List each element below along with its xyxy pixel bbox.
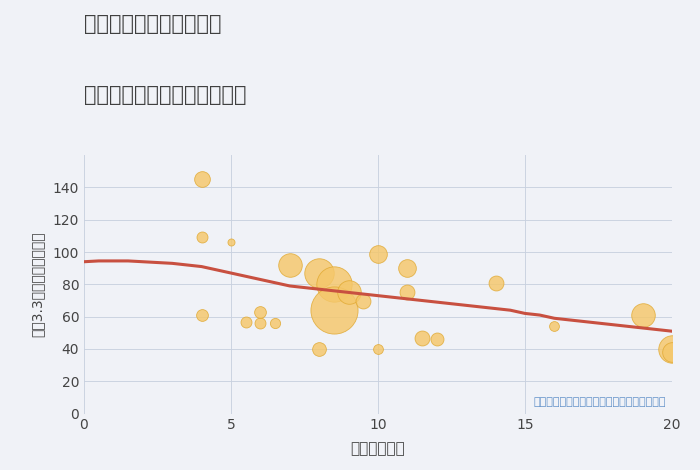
Point — [314, 269, 325, 277]
Point — [666, 345, 678, 352]
Point — [431, 336, 442, 343]
Point — [343, 289, 354, 296]
Point — [328, 306, 339, 314]
Point — [416, 334, 428, 341]
Text: 駅距離別中古マンション価格: 駅距離別中古マンション価格 — [84, 85, 246, 105]
Text: 円の大きさは、取引のあった物件面積を示す: 円の大きさは、取引のあった物件面積を示す — [533, 397, 666, 407]
Point — [549, 322, 560, 330]
Point — [225, 239, 237, 246]
Point — [402, 289, 413, 296]
Point — [314, 345, 325, 352]
Text: 奈良県奈良市西笹鉾町の: 奈良県奈良市西笹鉾町の — [84, 14, 221, 34]
Point — [372, 345, 384, 352]
Point — [284, 261, 295, 269]
Point — [328, 281, 339, 288]
Point — [402, 265, 413, 272]
Point — [270, 320, 281, 327]
Point — [666, 348, 678, 356]
Point — [196, 234, 207, 241]
Point — [196, 311, 207, 319]
Point — [490, 279, 501, 287]
Point — [240, 318, 251, 325]
Point — [255, 308, 266, 315]
Y-axis label: 坪（3.3㎡）単価（万円）: 坪（3.3㎡）単価（万円） — [30, 232, 44, 337]
Point — [196, 176, 207, 183]
Point — [372, 250, 384, 258]
Point — [255, 320, 266, 327]
X-axis label: 駅距離（分）: 駅距離（分） — [351, 441, 405, 456]
Point — [358, 297, 369, 304]
Point — [637, 311, 648, 319]
